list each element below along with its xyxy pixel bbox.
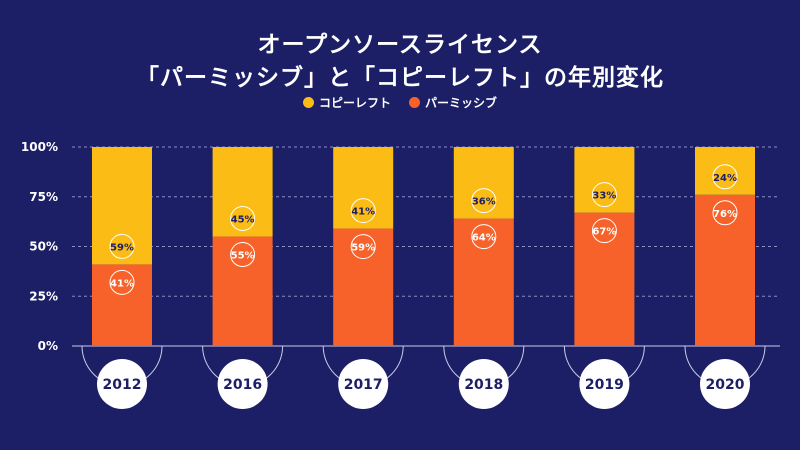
gridlines — [72, 146, 780, 347]
legend-swatch-copyleft — [302, 97, 314, 108]
data-label-copyleft-2016: 45% — [231, 215, 255, 226]
data-label-permissive-2020: 76% — [713, 209, 737, 220]
legend-label-copyleft: コピーレフト — [318, 96, 391, 110]
data-label-permissive-2017: 59% — [351, 243, 375, 254]
data-label-copyleft-2017-circle — [350, 198, 376, 224]
data-label-copyleft-2018-circle — [471, 188, 497, 214]
category-circle-2016 — [217, 359, 268, 409]
x-tick-label-2019: 2019 — [585, 377, 624, 393]
data-label-permissive-2017-circle — [350, 234, 376, 260]
category-circle-2017 — [338, 359, 389, 409]
x-tick-label-2012: 2012 — [103, 377, 142, 393]
data-label-permissive-2012-circle — [109, 269, 135, 295]
data-label-permissive-2016-circle — [230, 242, 256, 268]
x-tick-label-2016: 2016 — [223, 377, 262, 393]
data-label-copyleft-2019: 33% — [592, 191, 616, 202]
data-label-copyleft-2018: 36% — [472, 197, 496, 208]
legend-swatch-permissive — [409, 97, 420, 108]
data-label-permissive-2016: 55% — [231, 251, 255, 262]
category-circle-2012 — [97, 359, 147, 409]
chart-title-line-1: オープンソースライセンス — [257, 32, 543, 58]
x-tick-label-2018: 2018 — [464, 377, 503, 393]
data-label-permissive-2020-circle — [712, 200, 738, 226]
data-label-permissive-2019: 67% — [592, 227, 616, 238]
data-label-copyleft-2019-circle — [591, 182, 617, 208]
y-tick-label-3: 75% — [29, 190, 58, 204]
y-tick-label-0: 0% — [38, 339, 58, 353]
data-label-permissive-2012: 41% — [110, 278, 134, 289]
data-label-copyleft-2020-circle — [712, 164, 738, 190]
data-label-permissive-2018: 64% — [472, 233, 496, 244]
data-label-copyleft-2016-circle — [230, 206, 256, 232]
data-label-copyleft-2020: 24% — [713, 173, 737, 184]
data-label-permissive-2019-circle — [591, 218, 617, 244]
x-tick-label-2017: 2017 — [344, 377, 383, 393]
y-tick-label-2: 50% — [29, 240, 58, 254]
data-label-copyleft-2012: 59% — [110, 242, 134, 253]
legend-item-permissive: パーミッシブ — [409, 94, 497, 111]
category-circle-2019 — [579, 359, 630, 409]
y-tick-label-1: 25% — [29, 289, 58, 303]
y-tick-label-4: 100% — [21, 140, 58, 154]
chart-title-line-2: 「パーミッシブ」と「コピーレフト」の年別変化 — [136, 65, 664, 91]
legend-item-copyleft: コピーレフト — [302, 94, 391, 111]
category-circle-2020 — [700, 359, 750, 409]
x-tick-label-2020: 2020 — [706, 377, 745, 393]
data-label-copyleft-2017: 41% — [351, 207, 375, 218]
data-label-permissive-2018-circle — [471, 224, 497, 250]
legend: コピーレフト パーミッシブ — [0, 94, 800, 111]
data-label-copyleft-2012-circle — [109, 233, 135, 259]
legend-label-permissive: パーミッシブ — [425, 96, 498, 110]
category-circle-2018 — [458, 359, 509, 409]
